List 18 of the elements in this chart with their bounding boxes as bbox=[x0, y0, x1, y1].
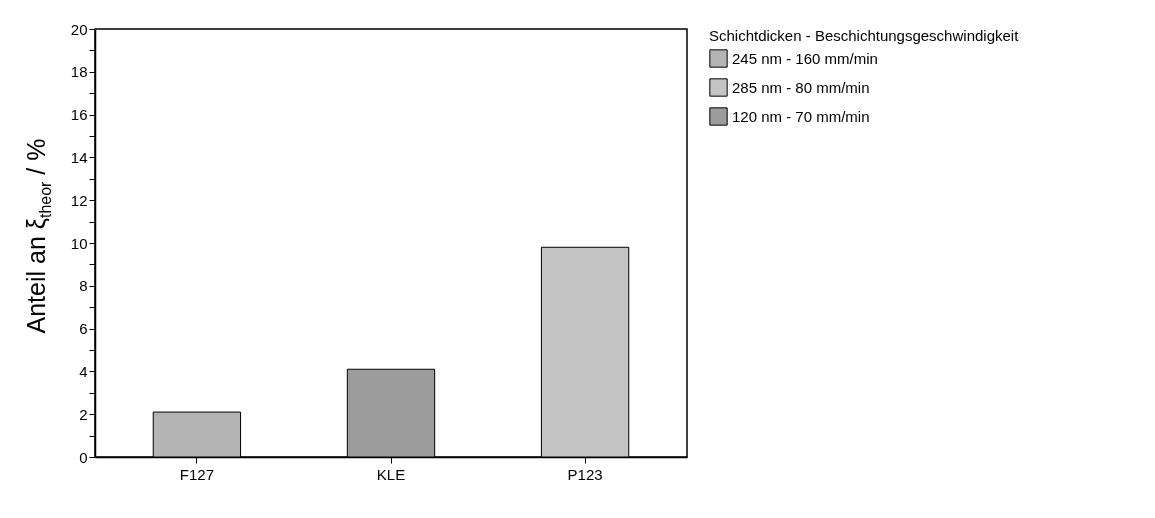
y-tick-label: 20 bbox=[70, 20, 88, 38]
legend-label: 120 nm - 70 mm/min bbox=[732, 107, 870, 125]
y-tick-label: 6 bbox=[79, 320, 88, 338]
y-tick-label: 12 bbox=[70, 191, 88, 209]
x-tick-label: F127 bbox=[179, 465, 214, 483]
legend-title: Schichtdicken - Beschichtungsgeschwindigkeit bbox=[709, 27, 1020, 44]
y-tick-label: 18 bbox=[70, 63, 88, 81]
y-tick-label: 16 bbox=[70, 106, 88, 124]
legend-label: 285 nm - 80 mm/min bbox=[732, 78, 870, 96]
x-tick-label: KLE bbox=[376, 465, 406, 483]
y-tick-label: 8 bbox=[79, 277, 88, 295]
y-tick-label: 2 bbox=[79, 405, 88, 423]
x-tick-label: P123 bbox=[567, 465, 603, 483]
y-tick-label: 14 bbox=[70, 148, 88, 166]
y-tick-label: 0 bbox=[79, 448, 88, 466]
y-tick-label: 4 bbox=[79, 362, 88, 380]
y-tick-label: 10 bbox=[70, 234, 88, 252]
legend-label: 245 nm - 160 mm/min bbox=[732, 49, 878, 67]
